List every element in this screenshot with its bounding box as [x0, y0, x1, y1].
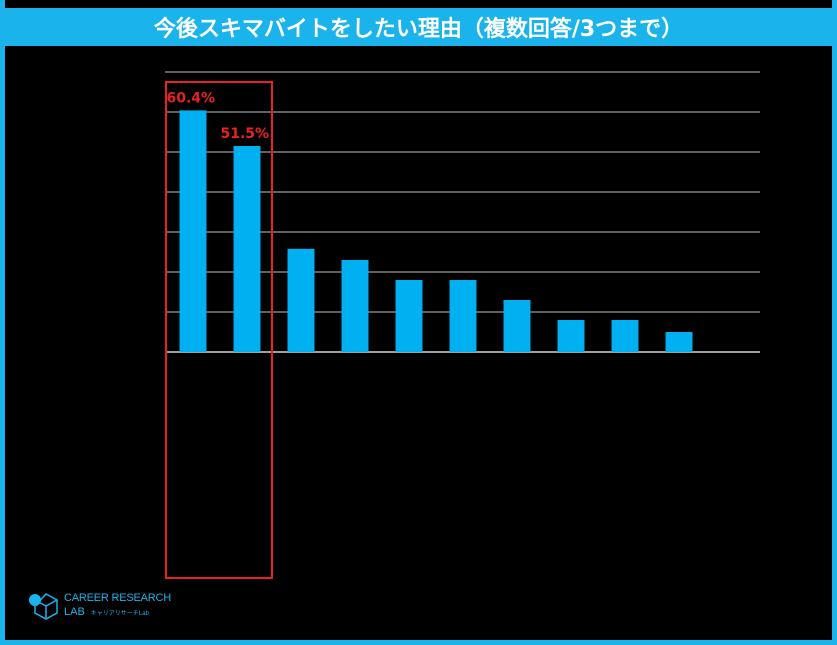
bar-2	[233, 146, 261, 352]
logo: CAREER RESEARCH LAB キャリアリサーチLab	[26, 590, 186, 622]
bar-6	[449, 280, 477, 352]
bar-5	[395, 280, 423, 352]
bar-9	[611, 320, 639, 352]
bar-8	[557, 320, 585, 352]
cube-logo-icon	[29, 593, 58, 620]
logo-line1: CAREER RESEARCH	[64, 592, 172, 604]
bar-4	[341, 260, 369, 352]
bars	[179, 110, 693, 353]
logo-line2-text: LAB	[64, 606, 85, 618]
bar-10	[665, 332, 693, 352]
bar-3	[287, 248, 315, 352]
logo-sub: キャリアリサーチLab	[90, 611, 149, 617]
value-label-1: 60.4%	[167, 90, 216, 106]
bar-7	[503, 300, 531, 352]
value-label-2: 51.5%	[221, 126, 270, 142]
bar-1	[179, 110, 207, 353]
chart-title: 今後スキマバイトをしたい理由（複数回答/3つまで）	[5, 8, 832, 46]
logo-line2: LAB キャリアリサーチLab	[64, 606, 149, 618]
highlight-box	[165, 81, 273, 579]
value-labels: 60.4% 51.5%	[167, 90, 270, 142]
